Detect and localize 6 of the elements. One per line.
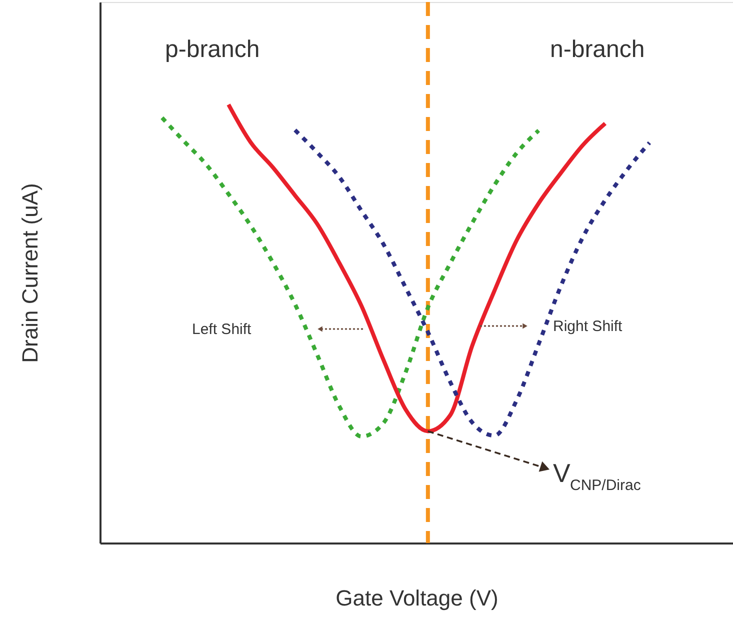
text: n-branch [550, 36, 645, 63]
y-axis-title: Drain Current (uA) [18, 183, 42, 363]
annotation: Right Shift [553, 318, 624, 335]
x-axis-title: Gate Voltage (V) [336, 586, 498, 610]
annotation: Left Shift [192, 321, 252, 338]
text: p-branch [165, 36, 260, 63]
